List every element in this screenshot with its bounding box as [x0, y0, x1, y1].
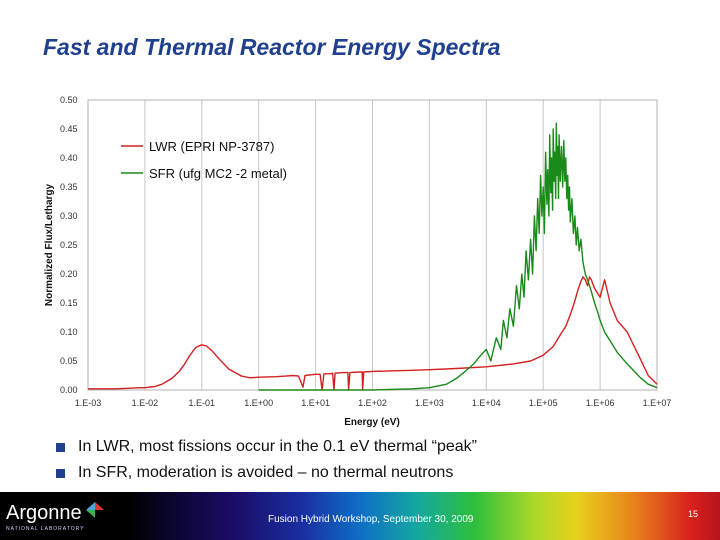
x-tick-label: 1.E-02 — [132, 398, 159, 408]
footer-event-text: Fusion Hybrid Workshop, September 30, 20… — [268, 514, 474, 525]
y-tick-label: 0.15 — [60, 298, 78, 308]
bullet-list: In LWR, most fissions occur in the 0.1 e… — [56, 434, 477, 486]
x-tick-label: 1.E+00 — [244, 398, 273, 408]
series-line-sfr — [258, 122, 658, 391]
bullet-item: In SFR, moderation is avoided – no therm… — [56, 460, 477, 486]
legend: LWR (EPRI NP-3787) SFR (ufg MC2 -2 metal… — [121, 139, 287, 181]
y-tick-label: 0.50 — [60, 95, 78, 105]
series-lines — [88, 122, 658, 391]
y-tick-label: 0.20 — [60, 269, 78, 279]
energy-spectra-chart: 0.00 0.05 0.10 0.15 0.20 0.25 0.30 0.35 0.40 0.45… — [44, 95, 672, 428]
bullet-text: In LWR, most fissions occur in the 0.1 e… — [78, 438, 477, 455]
x-axis-ticks: 1.E-03 1.E-02 1.E-01 1.E+00 1.E+01 1.E+02 1.E+… — [75, 398, 672, 408]
series-line-lwr — [88, 276, 658, 391]
y-axis-ticks: 0.00 0.05 0.10 0.15 0.20 0.25 0.30 0.35 0.40 0.45… — [60, 95, 78, 395]
bullet-square-icon — [56, 442, 65, 452]
logo-text: Argonne — [6, 502, 82, 524]
x-tick-label: 1.E+02 — [358, 398, 387, 408]
argonne-logo: Argonne NATIONAL LABORATORY — [6, 501, 106, 532]
logo-subtitle: NATIONAL LABORATORY — [6, 526, 85, 532]
chart-grid — [144, 100, 601, 390]
bullet-square-icon — [56, 468, 65, 478]
x-tick-label: 1.E+06 — [586, 398, 615, 408]
slide-title: Fast and Thermal Reactor Energy Spectra — [43, 34, 501, 60]
y-axis-label: Normalized Flux/Lethargy — [44, 183, 55, 306]
x-tick-label: 1.E+03 — [415, 398, 444, 408]
x-tick-label: 1.E+01 — [301, 398, 330, 408]
y-tick-label: 0.30 — [60, 211, 78, 221]
y-tick-label: 0.00 — [60, 385, 78, 395]
footer-bar: Argonne NATIONAL LABORATORY Fusion Hybri… — [0, 492, 720, 540]
x-axis-label: Energy (eV) — [344, 417, 400, 428]
x-tick-label: 1.E+07 — [643, 398, 672, 408]
y-tick-label: 0.05 — [60, 356, 78, 366]
x-tick-label: 1.E+04 — [472, 398, 501, 408]
bullet-item: In LWR, most fissions occur in the 0.1 e… — [56, 434, 477, 460]
y-tick-label: 0.35 — [60, 182, 78, 192]
x-tick-label: 1.E-01 — [189, 398, 216, 408]
y-tick-label: 0.45 — [60, 124, 78, 134]
legend-label-lwr: LWR (EPRI NP-3787) — [149, 139, 274, 154]
y-tick-label: 0.25 — [60, 240, 78, 250]
x-tick-label: 1.E-03 — [75, 398, 102, 408]
legend-label-sfr: SFR (ufg MC2 -2 metal) — [149, 166, 287, 181]
argonne-mark-icon — [85, 501, 104, 518]
x-tick-label: 1.E+05 — [529, 398, 558, 408]
y-tick-label: 0.40 — [60, 153, 78, 163]
bullet-text: In SFR, moderation is avoided – no therm… — [78, 464, 454, 481]
page-number: 15 — [688, 509, 699, 519]
y-tick-label: 0.10 — [60, 327, 78, 337]
